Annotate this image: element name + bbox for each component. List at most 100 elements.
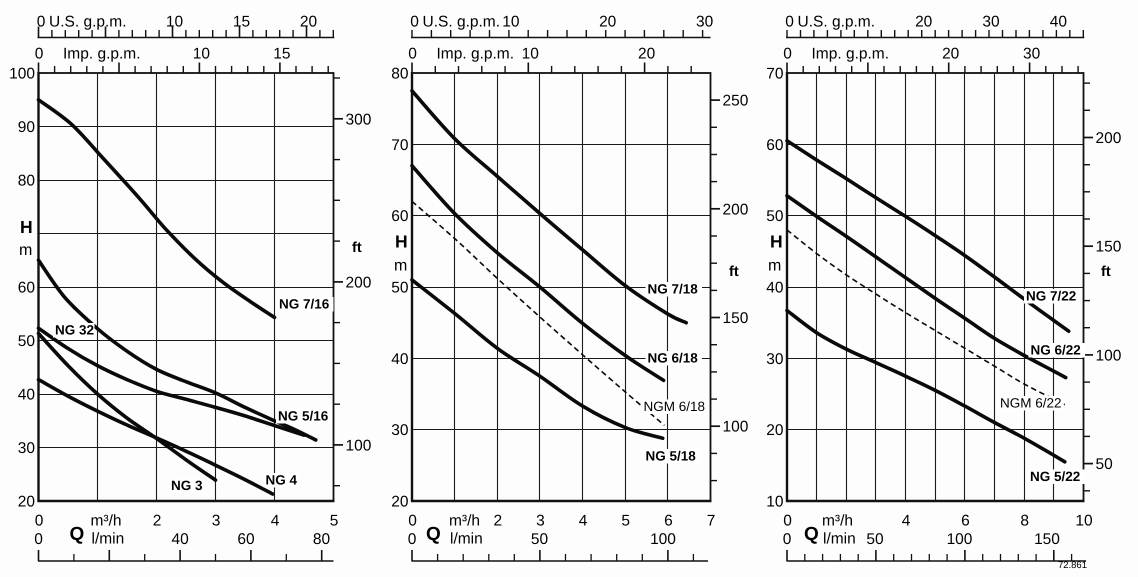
svg-text:NG 7/16: NG 7/16 bbox=[279, 297, 330, 312]
svg-text:10: 10 bbox=[522, 46, 540, 63]
svg-text:6: 6 bbox=[664, 513, 673, 530]
svg-text:40: 40 bbox=[391, 351, 409, 368]
svg-text:0: 0 bbox=[37, 14, 46, 31]
svg-text:20: 20 bbox=[18, 494, 36, 511]
svg-text:60: 60 bbox=[766, 137, 784, 154]
svg-text:20: 20 bbox=[391, 494, 409, 511]
svg-text:NG 6/22: NG 6/22 bbox=[1031, 343, 1081, 358]
svg-text:100: 100 bbox=[1096, 347, 1122, 364]
svg-text:0: 0 bbox=[783, 531, 792, 548]
svg-text:NG 5/22: NG 5/22 bbox=[1030, 469, 1080, 484]
svg-text:15: 15 bbox=[233, 14, 250, 31]
svg-text:m³/h: m³/h bbox=[449, 513, 480, 530]
svg-text:2: 2 bbox=[493, 513, 502, 530]
svg-text:80: 80 bbox=[18, 173, 36, 190]
svg-text:0: 0 bbox=[35, 46, 44, 63]
svg-text:m³/h: m³/h bbox=[91, 513, 122, 530]
svg-text:50: 50 bbox=[766, 208, 784, 225]
svg-text:Imp. g.p.m.: Imp. g.p.m. bbox=[437, 46, 515, 63]
svg-text:Q: Q bbox=[70, 524, 85, 545]
svg-text:ft: ft bbox=[352, 240, 362, 256]
svg-text:0: 0 bbox=[410, 14, 419, 31]
svg-text:20: 20 bbox=[915, 14, 933, 31]
svg-text:H: H bbox=[20, 217, 33, 237]
svg-text:m: m bbox=[394, 258, 407, 275]
svg-text:3: 3 bbox=[212, 513, 221, 530]
svg-text:NG 5/16: NG 5/16 bbox=[278, 409, 329, 424]
svg-text:0: 0 bbox=[783, 46, 792, 63]
svg-text:NG 32: NG 32 bbox=[55, 323, 94, 338]
svg-text:40: 40 bbox=[766, 280, 784, 297]
svg-text:50: 50 bbox=[866, 531, 884, 548]
svg-text:l/min: l/min bbox=[450, 531, 483, 548]
svg-text:150: 150 bbox=[1034, 531, 1060, 548]
svg-text:Q: Q bbox=[426, 524, 441, 545]
svg-text:200: 200 bbox=[346, 274, 372, 291]
svg-text:10: 10 bbox=[1075, 513, 1093, 530]
svg-text:Imp. g.p.m.: Imp. g.p.m. bbox=[812, 46, 890, 63]
svg-text:0: 0 bbox=[35, 513, 44, 530]
svg-text:10: 10 bbox=[502, 14, 520, 31]
svg-text:8: 8 bbox=[1020, 513, 1029, 530]
svg-text:30: 30 bbox=[696, 14, 714, 31]
svg-text:6: 6 bbox=[961, 513, 970, 530]
svg-text:NGM 6/22: NGM 6/22 bbox=[1000, 396, 1062, 411]
svg-text:U.S. g.p.m.: U.S. g.p.m. bbox=[423, 14, 501, 31]
svg-text:15: 15 bbox=[273, 46, 290, 63]
svg-text:4: 4 bbox=[579, 513, 588, 530]
svg-text:100: 100 bbox=[9, 66, 35, 83]
svg-text:100: 100 bbox=[346, 437, 372, 454]
svg-text:10: 10 bbox=[766, 494, 784, 511]
svg-text:10: 10 bbox=[166, 14, 184, 31]
svg-text:40: 40 bbox=[18, 387, 36, 404]
svg-text:0: 0 bbox=[785, 14, 794, 31]
svg-text:0: 0 bbox=[408, 46, 417, 63]
svg-text:150: 150 bbox=[1096, 239, 1122, 256]
svg-text:150: 150 bbox=[723, 310, 749, 327]
svg-text:Imp. g.p.m.: Imp. g.p.m. bbox=[63, 46, 141, 63]
svg-text:30: 30 bbox=[18, 440, 36, 457]
svg-text:60: 60 bbox=[237, 531, 255, 548]
svg-text:100: 100 bbox=[947, 531, 973, 548]
svg-text:100: 100 bbox=[650, 531, 676, 548]
svg-text:m: m bbox=[19, 242, 32, 259]
svg-text:NG 3: NG 3 bbox=[171, 478, 203, 493]
svg-text:NG 7/22: NG 7/22 bbox=[1026, 289, 1076, 304]
svg-text:50: 50 bbox=[18, 333, 36, 350]
svg-text:10: 10 bbox=[193, 46, 211, 63]
svg-text:ft: ft bbox=[1101, 264, 1111, 280]
svg-text:250: 250 bbox=[723, 93, 749, 110]
svg-text:ft: ft bbox=[729, 264, 739, 280]
svg-text:80: 80 bbox=[313, 531, 331, 548]
svg-text:20: 20 bbox=[638, 46, 656, 63]
svg-text:100: 100 bbox=[723, 419, 749, 436]
svg-text:20: 20 bbox=[300, 14, 318, 31]
svg-text:NG 5/18: NG 5/18 bbox=[646, 449, 697, 464]
svg-text:NG 4: NG 4 bbox=[266, 473, 298, 488]
svg-text:200: 200 bbox=[1096, 130, 1122, 147]
svg-text:0: 0 bbox=[408, 513, 417, 530]
svg-text:40: 40 bbox=[1050, 14, 1068, 31]
svg-text:0: 0 bbox=[408, 531, 417, 548]
svg-text:60: 60 bbox=[18, 280, 36, 297]
svg-text:30: 30 bbox=[1023, 46, 1041, 63]
svg-text:50: 50 bbox=[531, 531, 549, 548]
svg-text:5: 5 bbox=[621, 513, 630, 530]
svg-text:H: H bbox=[395, 232, 408, 252]
svg-text:H: H bbox=[770, 232, 783, 252]
svg-text:2: 2 bbox=[153, 513, 162, 530]
svg-text:4: 4 bbox=[902, 513, 911, 530]
svg-text:80: 80 bbox=[391, 66, 409, 83]
svg-text:5: 5 bbox=[330, 513, 339, 530]
svg-text:70: 70 bbox=[766, 66, 784, 83]
svg-text:60: 60 bbox=[391, 208, 409, 225]
svg-text:20: 20 bbox=[942, 46, 960, 63]
svg-text:3: 3 bbox=[536, 513, 545, 530]
svg-text:Q: Q bbox=[804, 524, 819, 545]
svg-text:U.S. g.p.m.: U.S. g.p.m. bbox=[798, 14, 876, 31]
svg-text:l/min: l/min bbox=[92, 531, 125, 548]
svg-text:70: 70 bbox=[391, 137, 409, 154]
svg-text:4: 4 bbox=[271, 513, 280, 530]
svg-text:NGM 6/18: NGM 6/18 bbox=[644, 399, 706, 414]
svg-text:7: 7 bbox=[707, 513, 716, 530]
